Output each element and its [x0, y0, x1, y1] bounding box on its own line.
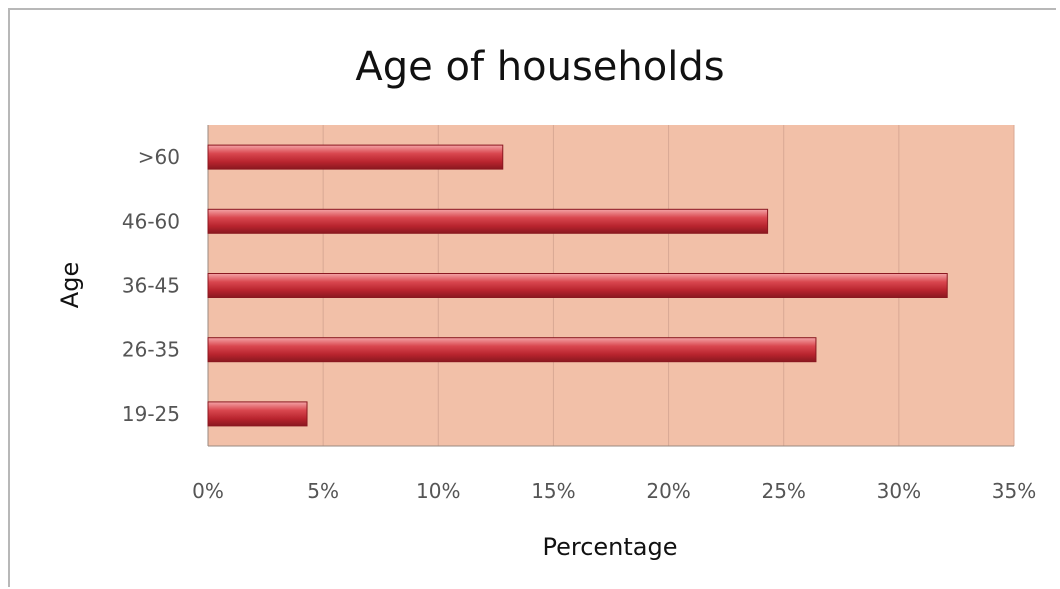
- chart-title: Age of households: [355, 44, 724, 90]
- y-tick-label: 26-35: [122, 338, 180, 362]
- bar-60: [207, 144, 504, 170]
- x-axis-title: Percentage: [542, 533, 677, 561]
- x-tick-label: 35%: [992, 479, 1036, 503]
- x-tick-label: 20%: [646, 479, 690, 503]
- y-tick-labels: 19-25 26-35 36-45 46-60 >60: [122, 145, 180, 426]
- y-axis-title: Age: [56, 262, 84, 308]
- y-tick-label: >60: [138, 145, 180, 169]
- y-tick-label: 46-60: [122, 209, 180, 233]
- bars: [207, 144, 948, 427]
- y-tick-label: 36-45: [122, 274, 180, 298]
- bar-36-45: [207, 273, 948, 298]
- x-tick-label: 0%: [192, 479, 224, 503]
- x-tick-labels: 0% 5% 10% 15% 20% 25% 30% 35%: [192, 479, 1036, 503]
- x-tick-label: 10%: [416, 479, 460, 503]
- x-tick-label: 30%: [877, 479, 921, 503]
- x-tick-label: 5%: [307, 479, 339, 503]
- bar-46-60: [207, 208, 769, 234]
- bar-26-35: [207, 337, 817, 363]
- bar-19-25: [207, 401, 308, 427]
- x-tick-label: 15%: [531, 479, 575, 503]
- x-tick-label: 25%: [761, 479, 805, 503]
- y-tick-label: 19-25: [122, 402, 180, 426]
